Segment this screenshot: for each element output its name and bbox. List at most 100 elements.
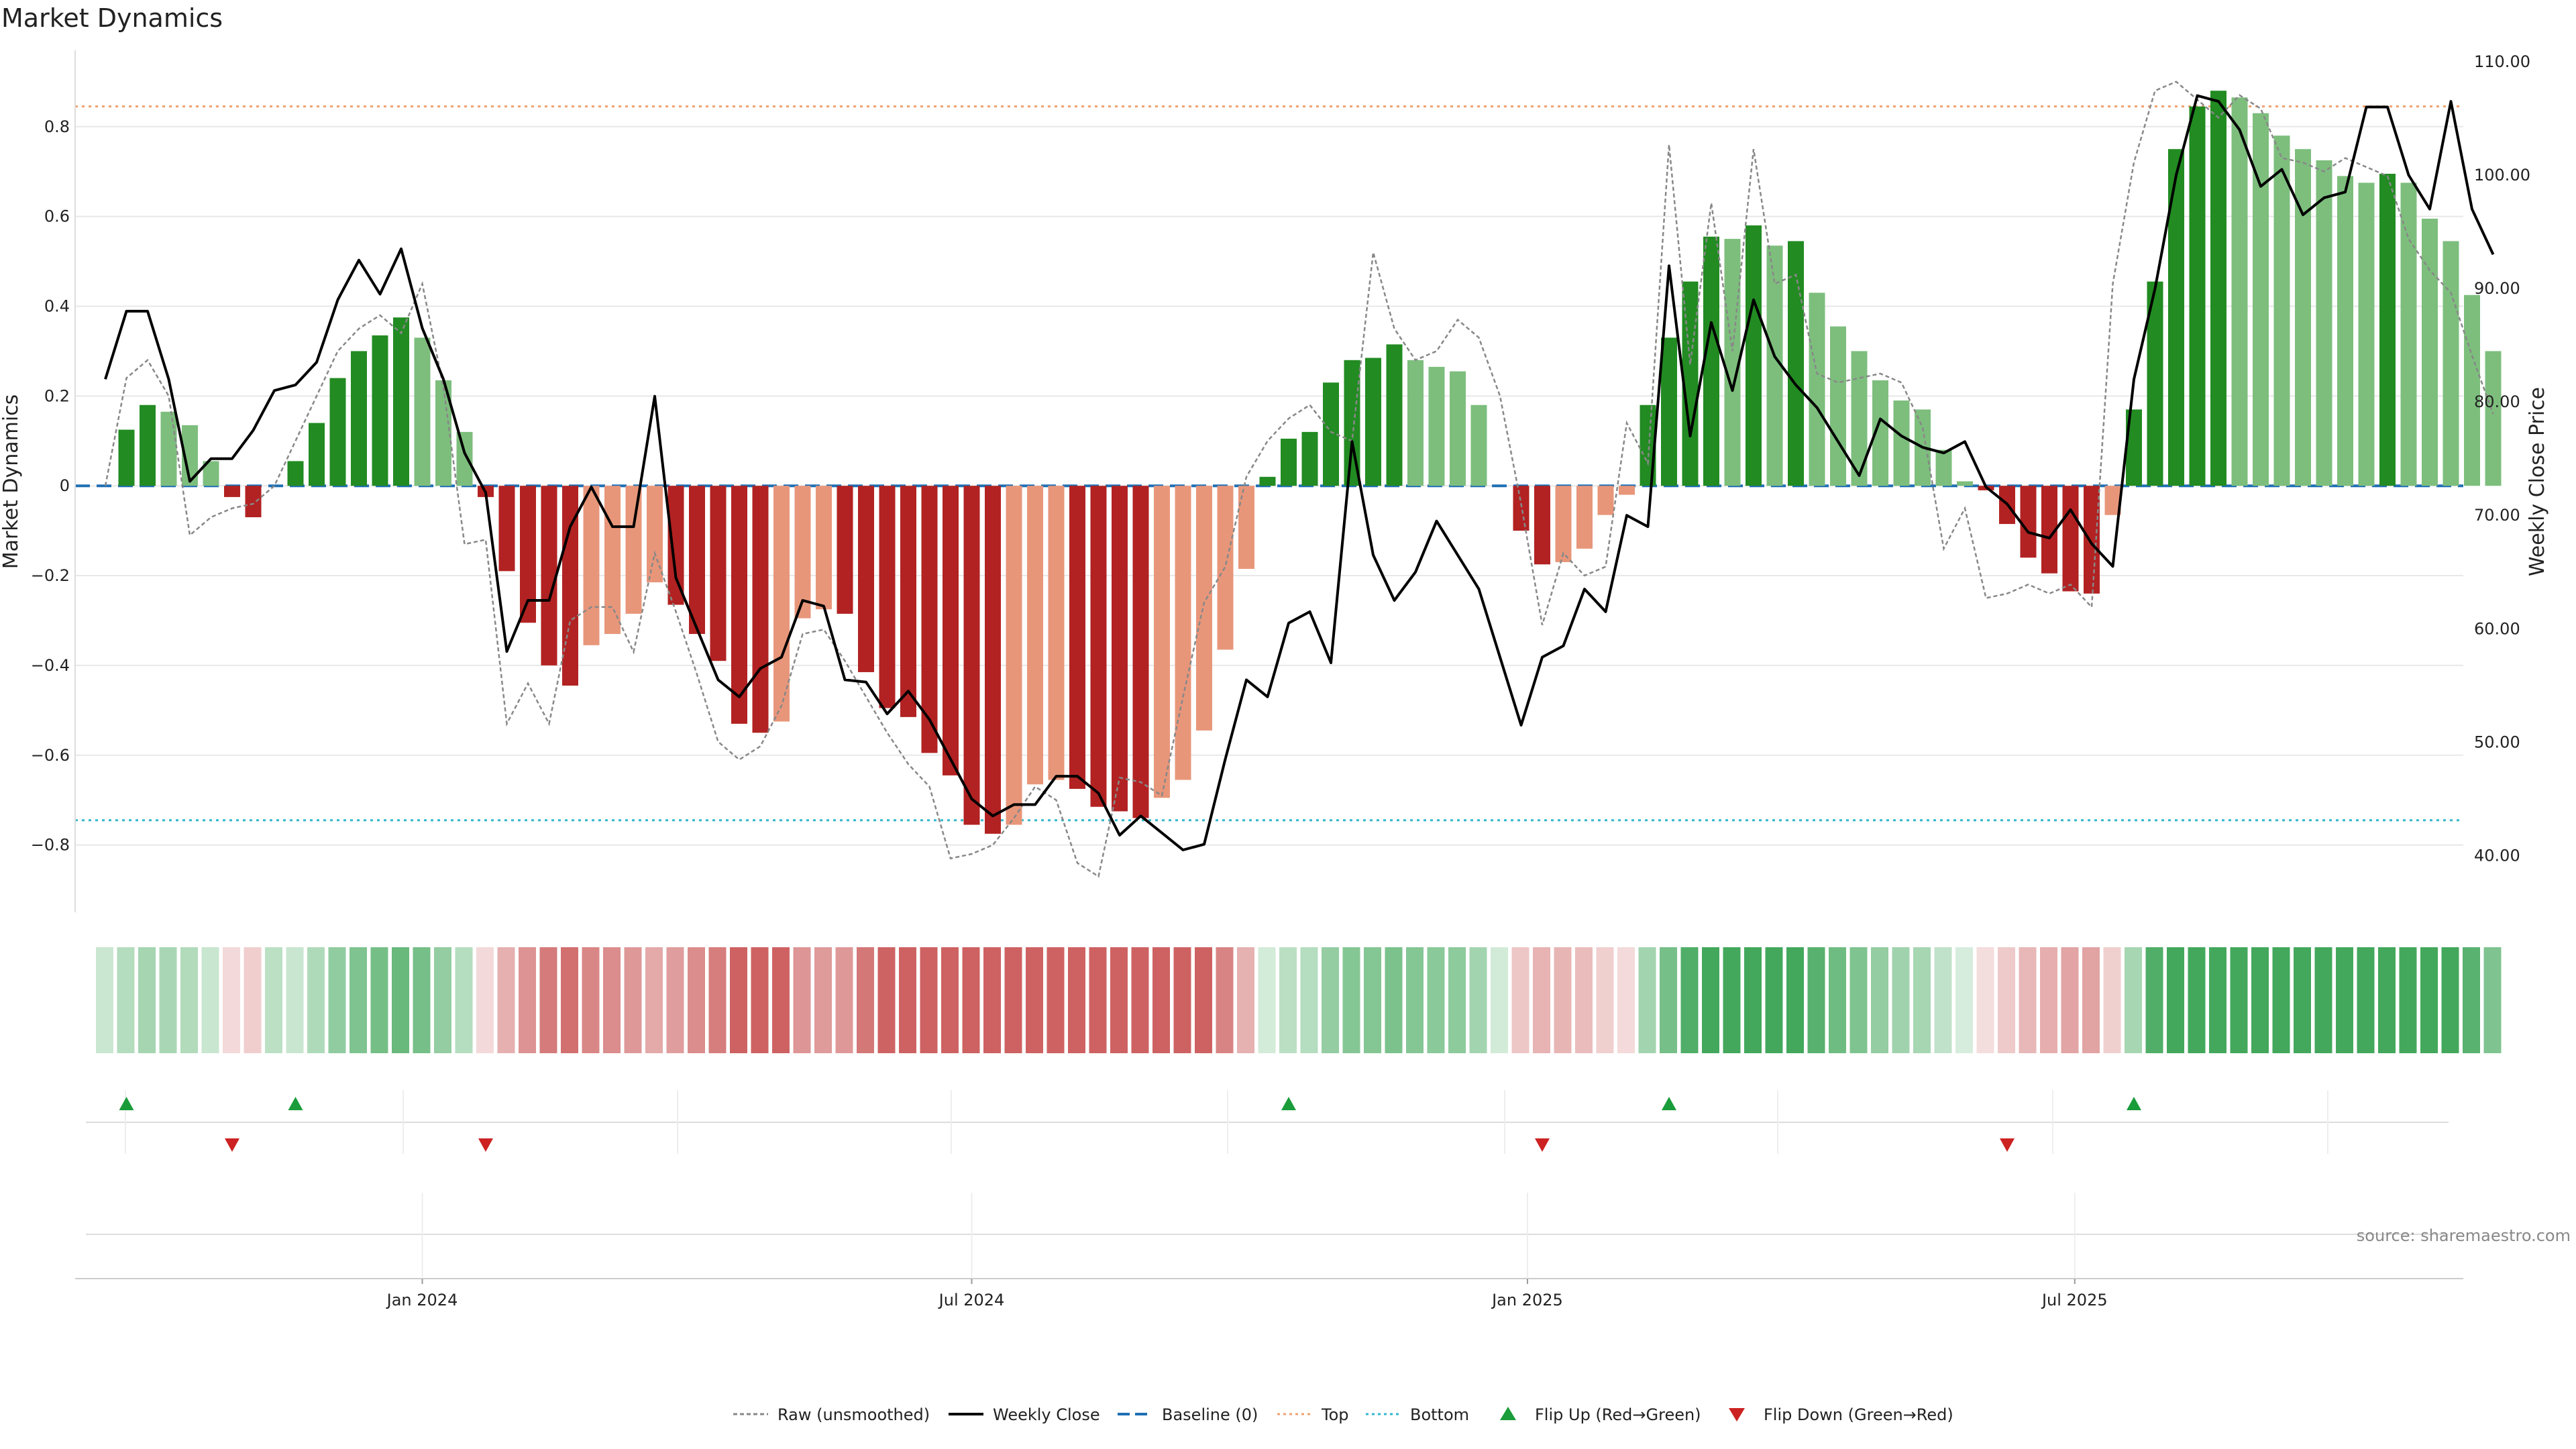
heatstrip-cell (603, 947, 621, 1053)
flip-up-marker (288, 1097, 303, 1110)
heatstrip-cell (645, 947, 663, 1053)
bar (393, 317, 409, 486)
y2-tick-label: 100.00 (2474, 166, 2530, 184)
heatstrip-cell (350, 947, 367, 1053)
heatstrip-cell (370, 947, 388, 1053)
bar (1154, 486, 1170, 798)
bar (2062, 486, 2079, 592)
bar (1259, 476, 1276, 486)
x-tick-label: Jan 2025 (1491, 1291, 1563, 1309)
heatstrip-cell (2040, 947, 2057, 1053)
heatstrip-cell (2103, 947, 2121, 1053)
y2-tick-label: 50.00 (2474, 733, 2520, 751)
heatstrip-cell (1469, 947, 1487, 1053)
bar (1386, 344, 1403, 486)
bar (963, 486, 980, 825)
bar (2316, 160, 2332, 486)
bar (498, 486, 515, 572)
bar (2189, 106, 2206, 486)
lines-layer (104, 80, 2495, 878)
heatstrip-cell (793, 947, 811, 1053)
heatstrip-cell (2019, 947, 2037, 1053)
heatstrip-cell (1364, 947, 1381, 1053)
heatstrip-cell (307, 947, 325, 1053)
heatstrip-cell (962, 947, 980, 1053)
heatstrip-cell (1427, 947, 1445, 1053)
chart-title: Market Dynamics (1, 3, 223, 33)
bar (2337, 176, 2353, 486)
bar (1470, 405, 1487, 486)
x-tick-label: Jan 2024 (386, 1291, 458, 1309)
heatstrip-cell (434, 947, 451, 1053)
heatstrip-cell (983, 947, 1001, 1053)
right-axis-title: Weekly Close Price (2526, 387, 2549, 576)
y-tick-label: 0.6 (44, 207, 70, 226)
heatstrip-cell (1152, 947, 1170, 1053)
heatstrip-cell (244, 947, 262, 1053)
heatstrip-cell (1723, 947, 1741, 1053)
heatstrip-cell (1195, 947, 1212, 1053)
heatstrip-cell (223, 947, 240, 1053)
heatstrip-cell (666, 947, 684, 1053)
y2-tick-label: 110.00 (2474, 52, 2530, 71)
bar (604, 486, 621, 635)
bar (1238, 486, 1254, 570)
heatstrip-cell (96, 947, 113, 1053)
bar (1703, 236, 1719, 486)
heatstrip-cell (1448, 947, 1466, 1053)
bar (2400, 182, 2417, 486)
bar (985, 486, 1001, 834)
heatstrip-cell (1765, 947, 1783, 1053)
heatstrip-cell (1342, 947, 1360, 1053)
heatstrip-cell (1385, 947, 1403, 1053)
y2-tick-label: 90.00 (2474, 279, 2520, 298)
bar (1513, 486, 1529, 531)
legend-swatch-flip-up (1500, 1407, 1516, 1420)
flip-down-marker (1535, 1138, 1550, 1152)
heatstrip-cell (1511, 947, 1529, 1053)
bar (160, 411, 177, 486)
heatstrip-cell (1068, 947, 1085, 1053)
bar (414, 337, 431, 486)
bar (2210, 91, 2226, 486)
bar (2422, 218, 2438, 486)
flip-down-marker (225, 1138, 239, 1152)
heatstrip-cell (1892, 947, 1910, 1053)
raw-series-line (104, 80, 2494, 878)
heatstrip-cell (2378, 947, 2396, 1053)
heatstrip-layer (96, 947, 2502, 1053)
heatstrip-cell (1807, 947, 1825, 1053)
bar (1365, 358, 1381, 486)
heatstrip-cell (265, 947, 282, 1053)
heatstrip-cell (814, 947, 832, 1053)
legend-label-close: Weekly Close (993, 1405, 1100, 1424)
heatstrip-cell (2209, 947, 2226, 1053)
bar (372, 335, 388, 486)
heatstrip-cell (899, 947, 916, 1053)
heatstrip-cell (138, 947, 156, 1053)
heatstrip-cell (1110, 947, 1128, 1053)
heatstrip-cell (2272, 947, 2290, 1053)
bar (1661, 337, 1677, 486)
bar (1935, 449, 1952, 486)
x-axis: Jan 2024 Jul 2024 Jan 2025 Jul 2025 (75, 1193, 2463, 1309)
bar (1132, 486, 1149, 818)
legend-label-baseline: Baseline (0) (1162, 1405, 1258, 1424)
heatstrip-cell (582, 947, 600, 1053)
heatstrip-cell (497, 947, 515, 1053)
bar (710, 486, 727, 661)
bar (1957, 481, 1973, 486)
bar (351, 351, 367, 486)
source-label: source: sharemaestro.com (2357, 1226, 2571, 1245)
heatstrip-cell (1829, 947, 1846, 1053)
bar (1555, 486, 1572, 562)
heatstrip-cell (1913, 947, 1931, 1053)
bar (1112, 486, 1128, 812)
heatstrip-cell (2251, 947, 2269, 1053)
heatstrip-cell (2483, 947, 2502, 1053)
bar (1196, 486, 1212, 731)
flips-layer (86, 1090, 2449, 1235)
bar (794, 486, 811, 619)
heatstrip-cell (392, 947, 409, 1053)
bar (1788, 241, 1804, 486)
